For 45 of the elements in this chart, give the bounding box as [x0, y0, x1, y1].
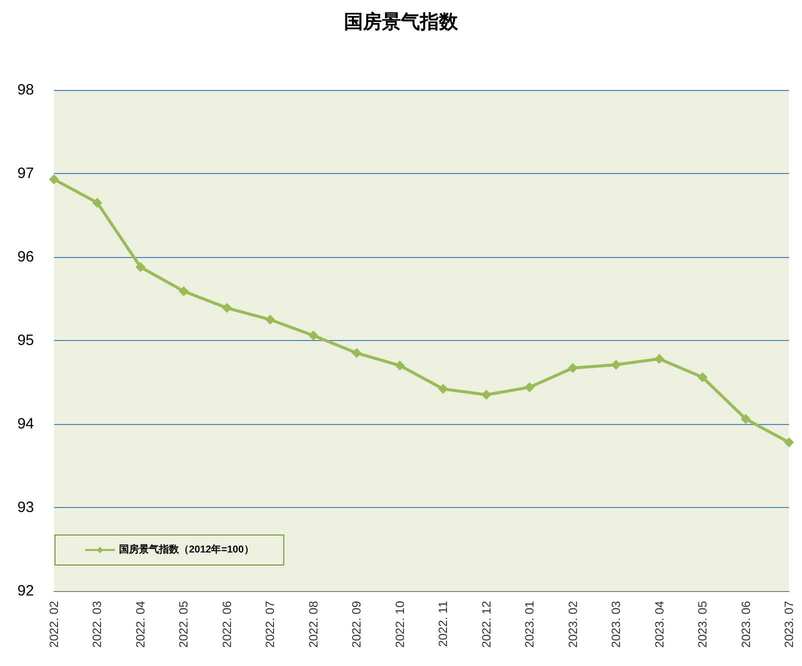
point: [352, 348, 362, 358]
x-tick-label: 2022. 06: [220, 600, 234, 648]
x-tick-label: 2022. 10: [392, 600, 407, 648]
x-tick-label: 2022. 09: [350, 600, 364, 648]
point: [308, 330, 318, 340]
x-tick-label: 2023. 01: [522, 600, 537, 648]
point: [135, 262, 146, 272]
x-tick-label: 2022. 03: [90, 600, 104, 648]
x-tick-label: 2023. 04: [652, 600, 666, 648]
legend-label: 国房景气指数（2012年=100）: [119, 544, 254, 556]
point: [654, 354, 664, 364]
point: [222, 302, 232, 313]
point: [265, 314, 276, 325]
point: [394, 360, 405, 371]
x-tick-label: 2023. 02: [566, 600, 580, 648]
x-tick-label: 2023. 07: [782, 600, 796, 648]
x-tick-label: 2023. 05: [696, 600, 710, 648]
point: [92, 198, 102, 208]
y-tick-label: 94: [17, 416, 34, 432]
x-tick-label: 2022. 11: [436, 600, 450, 647]
y-tick-label: 93: [17, 499, 34, 516]
x-tick-label: 2022. 05: [176, 600, 191, 648]
y-tick-label: 95: [17, 332, 34, 349]
x-tick-label: 2022. 02: [47, 600, 61, 648]
x-tick-label: 2022. 07: [263, 600, 278, 648]
y-tick-label: 97: [17, 165, 34, 182]
point: [784, 437, 794, 448]
x-tick-label: 2022. 04: [133, 600, 148, 648]
chart-title: 国房景气指数: [344, 11, 459, 33]
point: [740, 414, 751, 424]
x-tick-label: 2023. 06: [738, 600, 753, 648]
x-tick-label: 2022. 12: [479, 600, 494, 648]
x-tick-label: 2023. 03: [609, 600, 624, 648]
point: [524, 382, 535, 392]
point: [49, 174, 59, 184]
y-tick-label: 96: [17, 248, 34, 266]
point: [438, 384, 448, 394]
point: [481, 390, 492, 400]
point: [568, 363, 578, 374]
y-tick-label: 98: [17, 82, 34, 98]
point: [611, 360, 622, 370]
point: [698, 372, 708, 382]
y-tick-label: 92: [17, 582, 34, 600]
point: [178, 286, 189, 296]
x-tick-label: 2022. 08: [306, 600, 320, 648]
